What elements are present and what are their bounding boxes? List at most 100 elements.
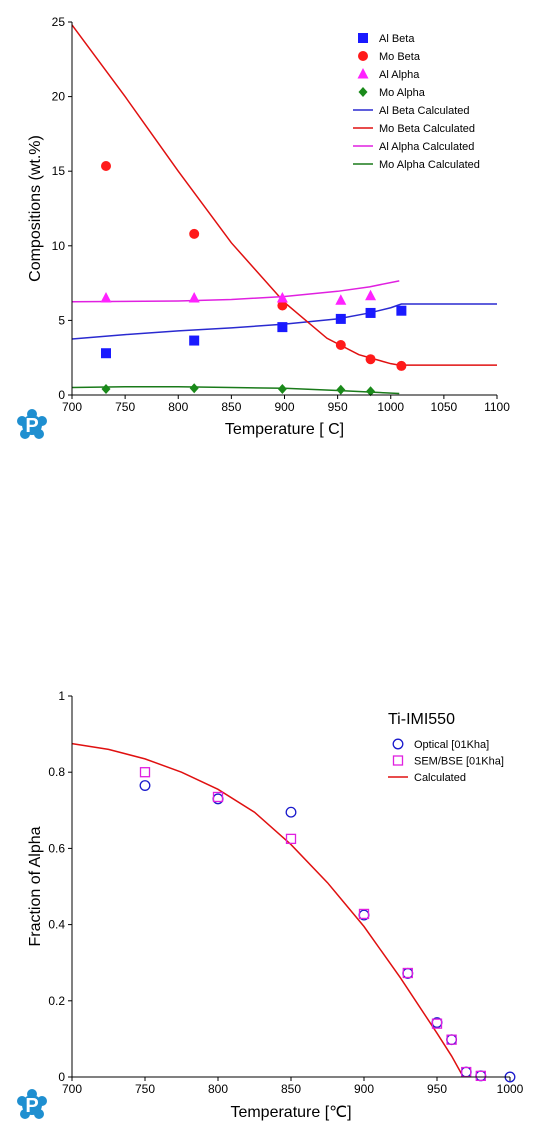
data-point xyxy=(189,383,199,394)
legend-swatch xyxy=(358,87,368,97)
data-point xyxy=(101,348,111,359)
x-tick-label: 1050 xyxy=(431,400,458,414)
legend-label: Al Alpha Calculated xyxy=(379,141,474,153)
legend-item: Al Beta xyxy=(358,33,415,45)
legend-swatch xyxy=(357,68,369,79)
plot-area xyxy=(71,742,516,1083)
legend-item: Optical [01Kha] xyxy=(392,738,489,751)
data-point xyxy=(366,386,376,397)
y-tick-label: 25 xyxy=(52,15,66,29)
x-axis-title: Temperature [℃] xyxy=(230,1104,351,1121)
series-line xyxy=(71,742,464,1078)
legend: Al Beta Mo Beta Al Alpha Mo Alpha Al Beta Ca… xyxy=(353,33,480,171)
data-point xyxy=(336,384,346,395)
x-tick-label: 700 xyxy=(62,400,82,414)
legend-label: Mo Beta xyxy=(379,51,421,63)
data-point xyxy=(396,305,407,316)
legend-label: SEM/BSE [01Kha] xyxy=(414,756,504,768)
data-point xyxy=(139,767,151,778)
data-point xyxy=(189,335,200,346)
legend-item: Al Beta Calculated xyxy=(353,105,470,117)
legend: Ti-IMI550 Optical [01Kha] SEM/BSE [01Kha] C… xyxy=(388,711,504,784)
legend-title: Ti-IMI550 xyxy=(388,711,455,728)
plot-area xyxy=(71,24,497,397)
data-point xyxy=(396,360,407,371)
y-tick-label: 15 xyxy=(52,164,66,178)
x-tick-label: 850 xyxy=(281,1082,301,1096)
legend-item: Mo Alpha xyxy=(358,87,426,99)
data-point xyxy=(188,292,200,303)
p-logo: P xyxy=(17,1089,47,1119)
data-point xyxy=(285,833,297,845)
data-point xyxy=(212,793,224,805)
x-tick-label: 1000 xyxy=(377,400,404,414)
legend-label: Calculated xyxy=(414,772,466,784)
data-point xyxy=(475,1070,486,1082)
data-point xyxy=(212,791,224,803)
logo-letter: P xyxy=(25,415,38,437)
data-point xyxy=(189,228,200,239)
y-tick-label: 0.4 xyxy=(48,918,65,932)
data-point xyxy=(460,1066,472,1078)
series-line xyxy=(71,280,400,303)
legend-swatch xyxy=(392,755,404,766)
y-tick-label: 1 xyxy=(58,689,65,703)
y-tick-label: 20 xyxy=(52,90,66,104)
data-point xyxy=(475,1070,487,1082)
legend-item: Mo Beta Calculated xyxy=(353,123,475,135)
data-point xyxy=(446,1034,457,1045)
data-point xyxy=(365,289,377,301)
y-tick-label: 5 xyxy=(58,313,65,327)
data-point xyxy=(100,292,112,303)
legend-label: Mo Beta Calculated xyxy=(379,123,475,135)
x-tick-label: 900 xyxy=(354,1082,374,1096)
data-point xyxy=(285,806,297,818)
x-tick-label: 900 xyxy=(274,400,294,414)
legend-swatch xyxy=(358,33,368,43)
fraction-alpha-chart: 700 750 800 850 900 950 1000 0 0.2 0.4 0.6 0.8 1 Temp… xyxy=(17,689,524,1121)
data-point xyxy=(431,1018,443,1029)
y-tick-label: 0.8 xyxy=(48,765,65,779)
x-tick-label: 1000 xyxy=(497,1082,524,1096)
legend-item: SEM/BSE [01Kha] xyxy=(392,755,504,768)
data-point xyxy=(139,780,151,791)
data-point xyxy=(402,967,413,979)
compositions-chart: 700 750 800 850 900 950 1000 1050 1100 0 5 10 15 20 25… xyxy=(17,15,510,439)
legend-swatch xyxy=(392,738,404,750)
x-tick-label: 750 xyxy=(135,1082,155,1096)
logo-center xyxy=(22,415,42,435)
y-tick-label: 0.6 xyxy=(48,841,65,855)
data-point xyxy=(277,384,287,395)
legend-item: Al Alpha xyxy=(357,68,420,81)
legend-item: Calculated xyxy=(388,772,466,784)
data-point xyxy=(101,160,111,171)
x-tick-label: 950 xyxy=(427,1082,447,1096)
data-point xyxy=(402,967,414,979)
legend-label: Optical [01Kha] xyxy=(414,739,489,751)
data-point xyxy=(335,294,347,305)
data-point xyxy=(446,1034,458,1046)
x-tick-label: 1100 xyxy=(484,400,510,414)
x-tick-label: 750 xyxy=(115,400,135,414)
y-tick-label: 0.2 xyxy=(48,994,65,1008)
legend-label: Al Alpha xyxy=(379,69,420,81)
legend-label: Mo Alpha Calculated xyxy=(379,159,480,171)
x-axis-title: Temperature [ C] xyxy=(225,421,344,438)
legend-swatch xyxy=(358,51,368,61)
y-axis-title: Compositions (wt.%) xyxy=(27,135,44,282)
p-logo: P xyxy=(17,409,47,439)
data-point xyxy=(277,300,288,311)
legend-label: Mo Alpha xyxy=(379,87,426,99)
data-point xyxy=(101,384,111,395)
data-point xyxy=(358,908,370,920)
legend-item: Al Alpha Calculated xyxy=(353,141,474,153)
series-line xyxy=(71,24,497,366)
x-tick-label: 850 xyxy=(221,400,241,414)
y-tick-label: 0 xyxy=(58,1070,65,1084)
data-point xyxy=(365,354,376,365)
data-point xyxy=(276,292,288,303)
data-point xyxy=(335,340,346,351)
logo-letter: P xyxy=(25,1095,38,1117)
y-tick-label: 0 xyxy=(58,388,65,402)
data-point xyxy=(335,313,346,324)
